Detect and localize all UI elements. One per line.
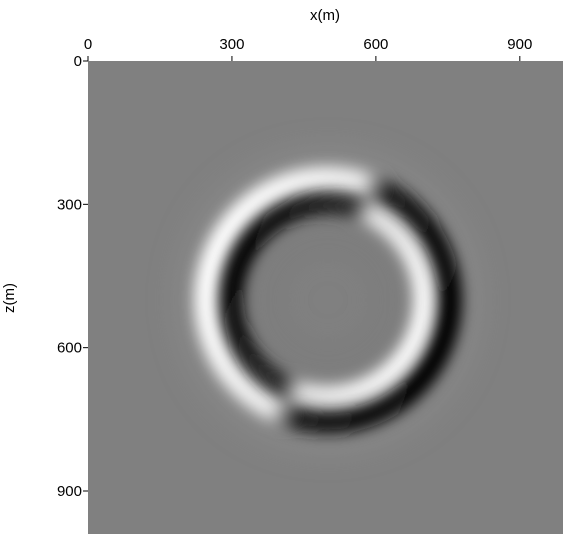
chart: x(m) z(m) 0 300 600 900 0 300 600 900 bbox=[0, 0, 563, 534]
y-tick-label: 0 bbox=[74, 53, 82, 70]
x-tick-label: 600 bbox=[363, 36, 388, 53]
x-tick-label: 900 bbox=[507, 36, 532, 53]
x-tick-label: 300 bbox=[219, 36, 244, 53]
y-tick-label: 300 bbox=[57, 196, 82, 213]
y-axis-label: z(m) bbox=[1, 283, 18, 313]
wavefield-image bbox=[88, 61, 563, 534]
y-tick-label: 900 bbox=[57, 483, 82, 500]
y-tick-label: 600 bbox=[57, 340, 82, 357]
x-axis-label: x(m) bbox=[310, 7, 340, 24]
x-tick-label: 0 bbox=[84, 36, 92, 53]
